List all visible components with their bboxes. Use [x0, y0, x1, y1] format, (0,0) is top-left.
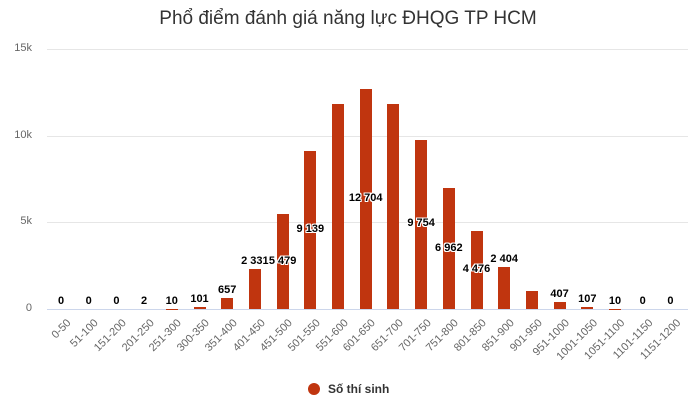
- bar[interactable]: [193, 307, 206, 309]
- data-label: 2: [141, 294, 148, 307]
- bar[interactable]: [525, 290, 538, 309]
- gridline: [47, 49, 688, 50]
- bar[interactable]: [498, 267, 511, 309]
- y-tick-label: 15k: [14, 42, 32, 54]
- legend-item[interactable]: Số thí sinh: [308, 382, 389, 396]
- bar[interactable]: [221, 297, 234, 309]
- data-label: 2 331: [241, 254, 269, 267]
- plot-area: 0 0 0 2 10 101 657 2 331 5 479 9 139 12 704 9 754 6 …: [47, 49, 688, 310]
- bar[interactable]: [442, 188, 455, 309]
- y-tick-label: 5k: [20, 215, 32, 228]
- bar[interactable]: [470, 231, 483, 309]
- bar[interactable]: [553, 301, 566, 309]
- bar[interactable]: [415, 139, 428, 309]
- data-label: 0: [667, 295, 674, 307]
- data-label: 4 476: [462, 263, 491, 276]
- y-tick-label: 0: [25, 302, 32, 314]
- data-label: 0: [85, 295, 92, 307]
- legend-label: Số thí sinh: [328, 382, 390, 396]
- data-label: 0: [113, 295, 120, 307]
- bar[interactable]: [581, 307, 594, 309]
- x-axis-line: [47, 309, 688, 310]
- data-label: 0: [639, 295, 646, 307]
- data-label: 9 754: [407, 217, 435, 230]
- data-label: 2 404: [490, 253, 518, 266]
- data-label: 107: [578, 293, 597, 306]
- bar[interactable]: [359, 88, 372, 309]
- data-label: 10: [608, 294, 622, 307]
- bar[interactable]: [332, 103, 344, 309]
- bar[interactable]: [276, 214, 289, 309]
- data-label: 657: [218, 283, 237, 296]
- chart-title: Phổ điểm đánh giá năng lực ĐHQG TP HCM: [159, 8, 537, 29]
- data-label: 6 962: [435, 241, 463, 254]
- legend-marker-icon: [308, 383, 320, 395]
- y-tick-label: 10k: [14, 128, 32, 141]
- data-label: 12 704: [348, 191, 383, 204]
- bar[interactable]: [248, 268, 261, 309]
- data-label: 407: [550, 287, 569, 300]
- bar[interactable]: [304, 150, 317, 309]
- data-label: 9 139: [296, 222, 325, 235]
- data-label: 5 479: [268, 254, 297, 267]
- bar[interactable]: [387, 103, 400, 309]
- data-label: 10: [165, 294, 178, 307]
- data-label: 101: [190, 293, 209, 306]
- data-label: 0: [57, 295, 65, 307]
